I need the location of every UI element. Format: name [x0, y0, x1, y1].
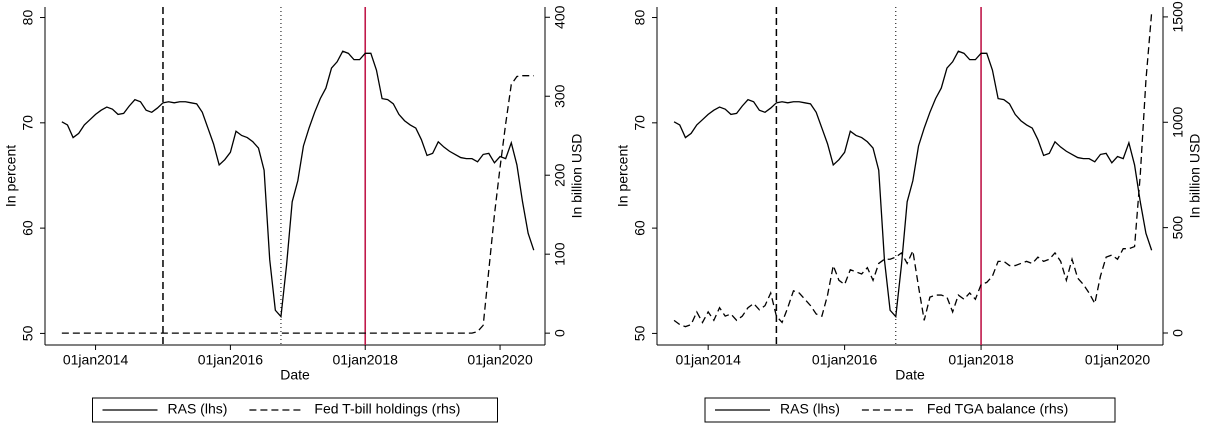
x-tick-label: 01jan2020: [467, 352, 533, 368]
series-line: [673, 50, 1153, 319]
y-tick-label: 80: [20, 10, 36, 26]
series-line: [61, 50, 535, 319]
y2-tick-label: 0: [552, 329, 568, 337]
y-tick-label: 50: [632, 325, 648, 341]
y-tick-label: 80: [632, 10, 648, 26]
y-axis-title: In percent: [615, 145, 631, 207]
y2-tick-label: 400: [552, 5, 568, 29]
y2-tick-label: 200: [552, 163, 568, 187]
legend-label: RAS (lhs): [780, 401, 840, 417]
y2-axis-title: In billion USD: [569, 134, 585, 219]
y-tick-label: 70: [20, 115, 36, 131]
y2-tick-label: 100: [552, 242, 568, 266]
series-line: [61, 75, 534, 334]
legend-label: Fed TGA balance (rhs): [927, 401, 1068, 417]
y2-tick-label: 1000: [1170, 106, 1186, 137]
x-tick-label: 01jan2016: [198, 352, 264, 368]
x-tick-label: 01jan2016: [812, 352, 878, 368]
x-axis-title: Date: [895, 367, 925, 383]
x-tick-label: 01jan2020: [1085, 352, 1151, 368]
y2-tick-label: 300: [552, 84, 568, 108]
y-tick-label: 50: [20, 325, 36, 341]
y-tick-label: 60: [20, 220, 36, 236]
y-axis-title: In percent: [3, 145, 19, 207]
x-axis-title: Date: [280, 367, 310, 383]
y-tick-label: 70: [632, 115, 648, 131]
y-tick-label: 60: [632, 220, 648, 236]
legend-label: RAS (lhs): [168, 401, 228, 417]
x-tick-label: 01jan2018: [333, 352, 399, 368]
y2-axis-title: In billion USD: [1187, 134, 1203, 219]
legend-label: Fed T-bill holdings (rhs): [314, 401, 460, 417]
x-tick-label: 01jan2014: [63, 352, 129, 368]
x-tick-label: 01jan2014: [675, 352, 741, 368]
x-tick-label: 01jan2018: [948, 352, 1014, 368]
y2-tick-label: 0: [1170, 329, 1186, 337]
series-line: [673, 12, 1153, 328]
y2-tick-label: 500: [1170, 216, 1186, 240]
y2-tick-label: 1500: [1170, 1, 1186, 32]
